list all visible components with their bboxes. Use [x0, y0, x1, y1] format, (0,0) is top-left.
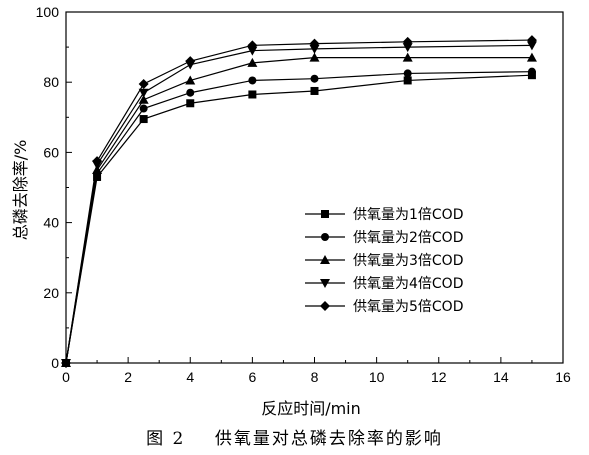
- circle-marker: [403, 69, 412, 78]
- legend-item-2: 供氧量为2倍COD: [305, 230, 463, 246]
- square-marker: [310, 86, 319, 95]
- diamond-marker: [526, 35, 537, 46]
- legend: 供氧量为1倍COD 供氧量为2倍COD 供氧量为3倍COD 供氧量为4倍COD 供氧量为…: [305, 207, 463, 315]
- triangle-up-marker: [526, 52, 537, 62]
- circle-marker: [139, 104, 148, 113]
- series-line: [65, 44, 532, 364]
- triangle-down-marker: [402, 43, 413, 53]
- series-4: [61, 41, 537, 368]
- series-2: [62, 67, 536, 367]
- legend-label: 供氧量为3倍COD: [353, 253, 463, 269]
- x-tick-label: 14: [493, 369, 509, 385]
- square-marker: [139, 115, 148, 124]
- triangle-down-marker: [526, 41, 537, 51]
- line-chart: 0 2 4 6 8 10 12 14 16 0 20 40 60 80 100 供氧量为1倍COD 供氧量为2…: [11, 4, 571, 418]
- square-marker: [248, 90, 257, 99]
- triangle-down-marker: [320, 279, 330, 288]
- x-tick-label: 0: [62, 369, 70, 385]
- figure-caption: 图 2 供氧量对总磷去除率的影响: [146, 429, 443, 449]
- y-axis-label: 总磷去除率/%: [11, 140, 30, 241]
- diamond-marker: [247, 40, 258, 51]
- x-tick-label: 12: [431, 369, 447, 385]
- x-tick-label: 16: [555, 369, 571, 385]
- circle-marker: [527, 67, 536, 76]
- x-tick-label: 10: [369, 369, 385, 385]
- triangle-up-marker: [309, 52, 320, 62]
- legend-label: 供氧量为1倍COD: [353, 207, 463, 223]
- legend-item-4: 供氧量为4倍COD: [305, 276, 463, 292]
- diamond-marker: [309, 38, 320, 49]
- diamond-marker: [320, 301, 330, 311]
- triangle-up-marker: [320, 255, 330, 264]
- legend-item-5: 供氧量为5倍COD: [305, 299, 463, 315]
- y-tick-label: 20: [43, 285, 59, 301]
- triangle-down-marker: [309, 44, 320, 54]
- diamond-marker: [185, 56, 196, 67]
- legend-label: 供氧量为2倍COD: [353, 230, 463, 246]
- y-tick-label: 0: [51, 355, 59, 371]
- x-axis-label: 反应时间/min: [261, 399, 361, 418]
- y-tick-label: 60: [43, 144, 59, 160]
- series-line: [65, 39, 532, 364]
- square-marker: [321, 210, 329, 218]
- legend-label: 供氧量为5倍COD: [353, 299, 463, 315]
- series-5: [61, 35, 537, 368]
- circle-marker: [310, 74, 319, 83]
- series-line: [65, 74, 532, 364]
- x-tick-label: 4: [186, 369, 194, 385]
- series-3: [61, 52, 537, 367]
- square-marker: [186, 99, 195, 108]
- x-tick-label: 6: [248, 369, 256, 385]
- y-tick-label: 80: [43, 74, 59, 90]
- circle-marker: [186, 88, 195, 97]
- triangle-up-marker: [402, 52, 413, 62]
- diamond-marker: [92, 156, 103, 167]
- series-group: [61, 35, 537, 368]
- circle-marker: [248, 76, 257, 85]
- legend-label: 供氧量为4倍COD: [353, 276, 463, 292]
- square-marker: [403, 76, 412, 85]
- legend-item-3: 供氧量为3倍COD: [305, 253, 463, 269]
- triangle-down-marker: [138, 88, 149, 98]
- triangle-up-marker: [185, 75, 196, 85]
- plot-frame: [65, 11, 564, 364]
- triangle-up-marker: [138, 94, 149, 104]
- diamond-marker: [402, 36, 413, 47]
- triangle-down-marker: [247, 46, 258, 56]
- axes: 0 2 4 6 8 10 12 14 16 0 20 40 60 80 100: [36, 4, 571, 385]
- x-tick-label: 2: [124, 369, 132, 385]
- x-tick-label: 8: [311, 369, 319, 385]
- series-line: [65, 71, 532, 364]
- y-tick-label: 40: [43, 215, 59, 231]
- diamond-marker: [138, 78, 149, 89]
- triangle-up-marker: [247, 57, 258, 67]
- legend-item-1: 供氧量为1倍COD: [305, 207, 463, 223]
- circle-marker: [321, 233, 329, 241]
- series-line: [65, 57, 532, 364]
- diamond-marker: [61, 358, 71, 368]
- y-tick-label: 100: [36, 4, 60, 20]
